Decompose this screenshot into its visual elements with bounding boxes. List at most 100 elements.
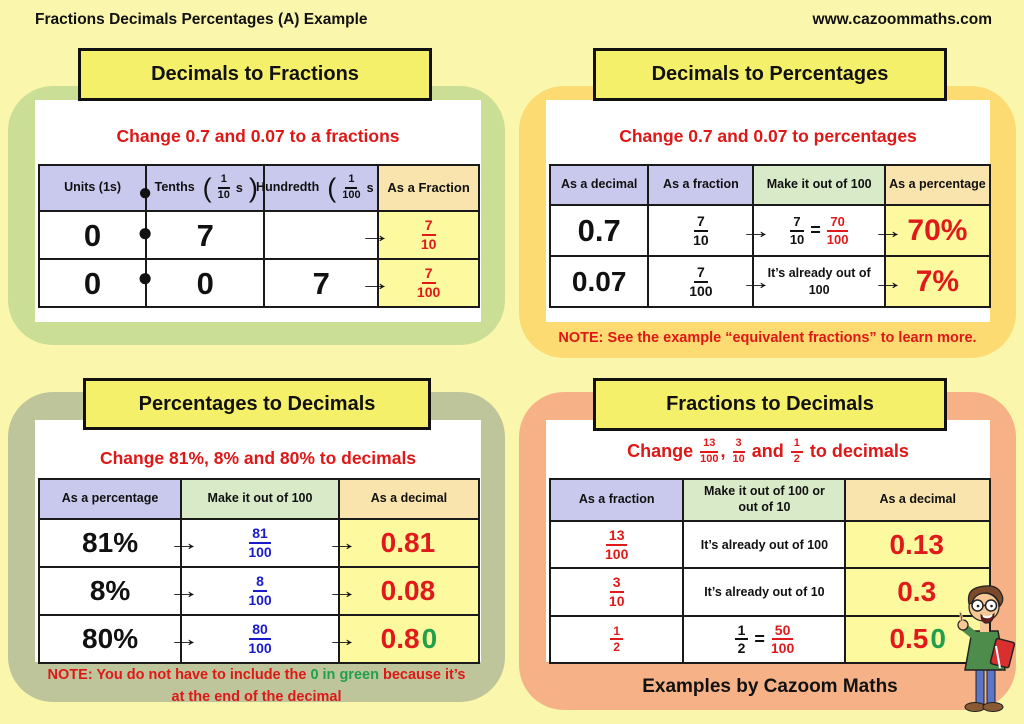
percentage-result-cell: 7% (883, 257, 989, 306)
header-label: As a fraction (578, 492, 655, 507)
percentage-value: 81% (82, 527, 139, 558)
col-as-a-decimal: As a decimal (844, 480, 989, 520)
denominator: 100 (826, 231, 849, 247)
percentage-cell: 80% → (40, 616, 201, 662)
table-row: 1 2 1 2 = 50 100 0.5 0 (551, 614, 989, 662)
table-decimals-to-fractions: Units (1s) Tenths ( 1 10 s ) Hundredth ( (38, 164, 480, 308)
units-cell: 0 (40, 260, 145, 306)
col-tenths-label: Tenths (154, 180, 195, 195)
working-text: It’s already out of 100 (767, 266, 871, 297)
note-part: because it’s (378, 667, 466, 683)
table-row: 80% → 80 100 → 0.8 0 (40, 614, 478, 662)
denominator: 100 (770, 640, 795, 657)
working-cell: 81 100 → (180, 520, 358, 566)
table-row: 13 100 It’s already out of 100 0.13 (551, 520, 989, 568)
denominator: 10 (693, 231, 709, 248)
fraction-cell: 7 10 → (647, 206, 773, 255)
working-fraction-left: 1 2 (734, 622, 749, 657)
working-fraction: 81 100 (248, 526, 271, 559)
equals-sign: = (754, 628, 765, 649)
col-make-it-out-of-100: Make it out of 100 (752, 166, 884, 204)
denominator: 100 (605, 545, 629, 562)
arrow-icon: → (358, 222, 392, 247)
arrow-icon: → (325, 626, 359, 651)
arrow-icon: → (739, 217, 773, 243)
table-row: 0.7 7 10 → 7 10 = 70 (551, 204, 989, 255)
numerator: 1 (610, 625, 624, 641)
sheet-fractions-to-decimals: Change 13 100 , 3 10 and 1 2 to decimals… (546, 420, 991, 664)
col-as-a-percentage: As a percentage (40, 480, 181, 518)
col-as-a-percentage: As a percentage (883, 166, 989, 204)
header-label: As a percentage (61, 491, 159, 506)
tenths-cell: 0 (145, 260, 263, 306)
percentage-cell: 8% → (40, 568, 201, 614)
col-make-it-out-of-100: Make it out of 100 (180, 480, 338, 518)
tenths-fraction: 1 10 (218, 174, 230, 201)
paren-open: ( (327, 172, 337, 203)
decimal-point-dot: ● (137, 179, 153, 207)
working-fraction-left: 7 10 (790, 215, 804, 246)
fraction-result-cell: → 7 10 (359, 212, 478, 258)
units-value: 0 (83, 265, 102, 301)
percentage-value: 7% (915, 264, 960, 298)
decimal-value: 0.8 (380, 623, 420, 654)
denominator: 100 (248, 544, 272, 560)
decimal-result-cell: 0.81 (337, 520, 478, 566)
working-cell: It’s already out of 10 (682, 569, 844, 615)
hundredth-unit: s (366, 181, 374, 195)
note-decimals-to-percentages: NOTE: See the example “equivalent fracti… (558, 330, 977, 346)
percentage-value: 80% (82, 623, 139, 654)
note-percentages-to-decimals: NOTE: You do not have to include the 0 i… (20, 664, 493, 709)
sheet-decimals-to-percentages: Change 0.7 and 0.07 to percentages As a … (546, 100, 991, 322)
title-decimals-to-percentages: Decimals to Percentages (593, 48, 947, 101)
denominator: 100 (342, 189, 361, 201)
decimal-point-dot: ● (137, 217, 153, 248)
percentage-value: 8% (89, 575, 131, 606)
title-text: Percentages to Decimals (138, 392, 376, 415)
title-text: Decimals to Fractions (151, 63, 359, 85)
arrow-icon: → (871, 268, 905, 294)
decimal-value: 0.3 (897, 575, 937, 607)
numerator: 13 (700, 437, 719, 453)
table-header-row: As a fraction Make it out of 100 or out … (551, 480, 989, 520)
result-fraction: 7 100 (417, 266, 440, 299)
col-as-a-decimal: As a decimal (337, 480, 478, 518)
denominator: 2 (737, 640, 746, 657)
working-cell: 80 100 → (180, 616, 358, 662)
page-title: Fractions Decimals Percentages (A) Examp… (35, 11, 368, 28)
col-make-it-out-of-100-or-10: Make it out of 100 or out of 10 (682, 480, 845, 520)
table-row: 0 7 → 7 10 ● (40, 210, 478, 258)
prompt-decimals-to-percentages: Change 0.7 and 0.07 to percentages (619, 126, 917, 146)
numerator: 3 (732, 437, 745, 453)
prompt-fractions-to-decimals: Change 13 100 , 3 10 and 1 2 to decimals (546, 437, 990, 465)
decimal-value: 0.7 (577, 213, 621, 248)
fraction: 7 100 (689, 265, 712, 298)
equals-sign: = (810, 220, 821, 240)
hundredth-value: 7 (312, 265, 330, 301)
decimal-value: 0.07 (571, 265, 627, 297)
denominator: 2 (613, 640, 621, 655)
col-hundredth: Hundredth ( 1 100 s ) (256, 166, 389, 210)
working-fraction: 8 100 (248, 574, 271, 607)
header-label: As a decimal (370, 491, 448, 506)
paren-open: ( (202, 172, 212, 203)
denominator: 2 (793, 452, 800, 465)
tenths-value: 0 (196, 265, 214, 301)
prompt-fraction-1: 13 100 (700, 437, 719, 465)
header-label: As a fraction (663, 177, 739, 192)
decimal-value: 0.5 (889, 623, 929, 655)
table-fractions-to-decimals: As a fraction Make it out of 100 or out … (549, 478, 991, 664)
paren-close: ) (248, 172, 258, 203)
table-header-row: As a decimal As a fraction Make it out o… (551, 166, 989, 204)
working-cell: It’s already out of 100 → (752, 257, 904, 306)
decimal-result-cell: 0.3 (844, 569, 989, 615)
fraction-result-cell: → 7 100 (359, 260, 478, 306)
table-row: 81% → 81 100 → 0.81 (40, 518, 478, 566)
decimal-result-cell: 0.5 0 (844, 616, 989, 662)
header-label: Make it out of 100 (207, 491, 313, 506)
prompt-part: and (751, 441, 784, 462)
header-label: Make it out of 100 or out of 10 (703, 484, 825, 514)
decimal-trailing-zero: 0 (421, 623, 438, 654)
working-cell: It’s already out of 100 (682, 522, 844, 568)
prompt-decimals-to-fractions: Change 0.7 and 0.07 to a fractions (116, 126, 400, 146)
